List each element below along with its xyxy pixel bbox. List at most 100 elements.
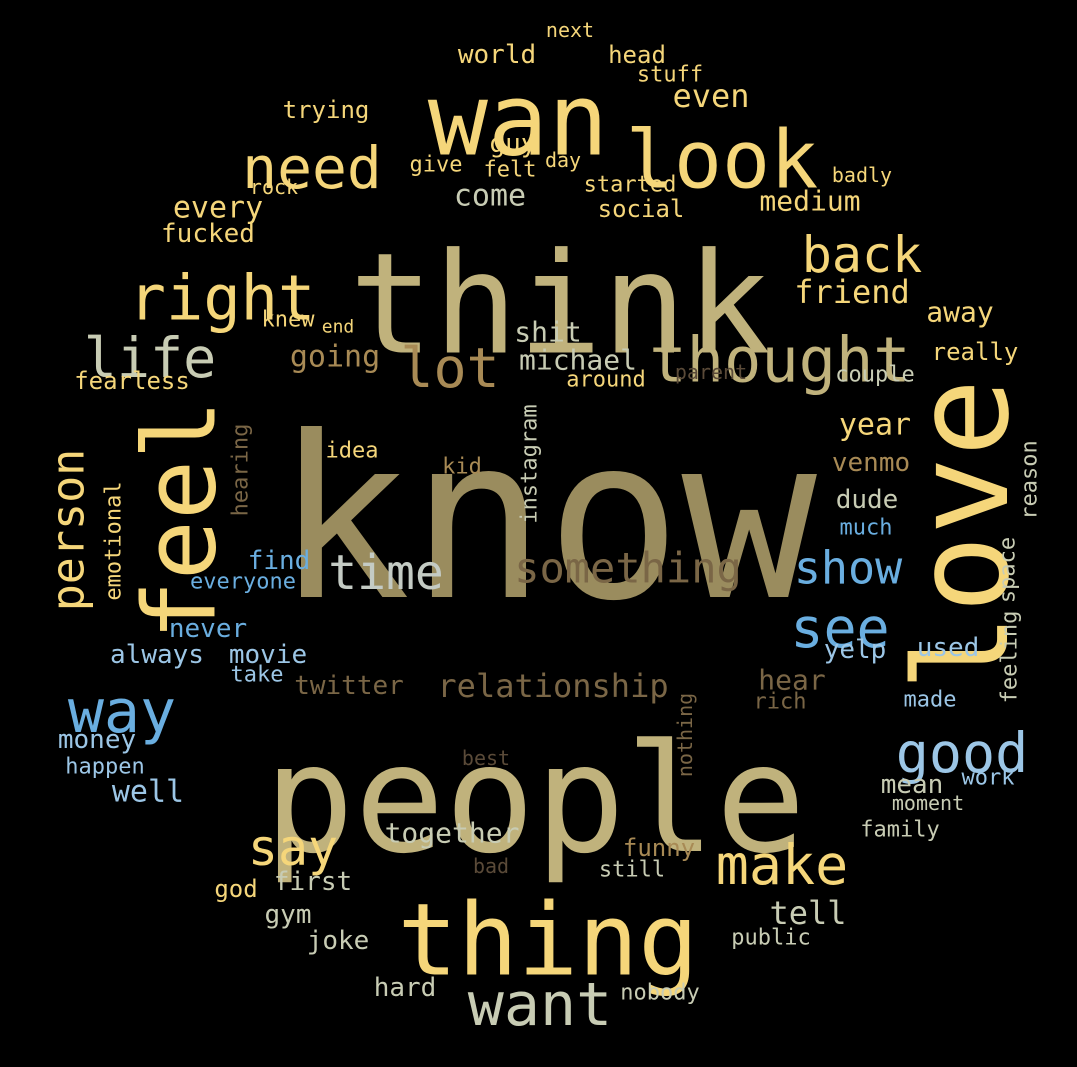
word-year: year — [839, 408, 911, 443]
word-tell: tell — [769, 894, 846, 932]
word-people: people — [264, 713, 806, 887]
word-funny: funny — [623, 834, 695, 862]
word-fearless: fearless — [74, 367, 190, 395]
word-see: see — [790, 596, 889, 660]
word-family: family — [860, 818, 939, 843]
word-always: always — [110, 640, 204, 670]
word-venmo: venmo — [832, 448, 910, 478]
word-think: think — [349, 224, 770, 387]
word-best: best — [462, 746, 510, 770]
word-knew: knew — [262, 308, 316, 333]
word-shit: shit — [514, 316, 581, 349]
word-right: right — [129, 262, 316, 335]
word-say: say — [248, 819, 338, 877]
word-next: next — [546, 18, 594, 42]
word-space: space — [996, 537, 1021, 603]
word-make: make — [716, 833, 848, 897]
word-world: world — [458, 40, 536, 70]
word-want: want — [468, 970, 613, 1040]
word-much: much — [840, 516, 893, 541]
word-yelp: yelp — [824, 635, 887, 665]
word-well: well — [112, 775, 184, 810]
word-guy: guy — [490, 129, 537, 159]
word-instagram: instagram — [518, 404, 543, 523]
word-wan: wan — [428, 62, 609, 179]
word-michael: michael — [519, 344, 637, 377]
word-hard: hard — [374, 973, 437, 1003]
word-even: even — [672, 77, 749, 115]
word-badly: badly — [832, 163, 892, 187]
word-nothing: nothing — [673, 693, 697, 777]
word-social: social — [598, 195, 685, 223]
word-happen: happen — [65, 755, 144, 780]
word-money: money — [58, 725, 136, 755]
word-fucked: fucked — [161, 219, 255, 249]
word-friend: friend — [794, 273, 910, 311]
word-lot: lot — [400, 336, 499, 400]
word-god: god — [214, 875, 257, 903]
word-every: every — [173, 191, 263, 226]
word-rich: rich — [754, 690, 807, 715]
word-hearing: hearing — [229, 424, 254, 517]
word-end: end — [322, 317, 355, 338]
word-nobody: nobody — [620, 981, 699, 1006]
word-back: back — [802, 226, 922, 284]
word-made: made — [904, 688, 957, 713]
word-joke: joke — [307, 926, 370, 956]
word-work: work — [962, 766, 1015, 791]
word-something: something — [514, 544, 742, 593]
word-way: way — [68, 677, 176, 747]
word-group: know people think love thing wan feel look thoug… — [42, 18, 1043, 1040]
word-need: need — [242, 134, 382, 202]
word-medium: medium — [759, 185, 860, 218]
word-thing: thing — [397, 882, 698, 999]
word-person: person — [42, 449, 95, 612]
word-hear: hear — [758, 664, 825, 697]
word-away: away — [926, 296, 993, 329]
word-moment: moment — [892, 791, 964, 815]
word-dude: dude — [836, 485, 899, 515]
word-idea: idea — [326, 439, 379, 464]
word-give: give — [410, 153, 463, 178]
word-come: come — [454, 179, 526, 214]
word-bad: bad — [473, 854, 509, 878]
word-stuff: stuff — [637, 63, 703, 88]
word-gym: gym — [265, 900, 312, 930]
word-still: still — [599, 858, 665, 883]
word-rock: rock — [250, 175, 298, 199]
word-day: day — [545, 148, 581, 172]
word-started: started — [584, 173, 677, 198]
word-take: take — [231, 663, 284, 688]
word-felt: felt — [484, 158, 537, 183]
word-relationship: relationship — [437, 667, 668, 705]
word-life: life — [84, 326, 216, 390]
word-mean: mean — [881, 770, 944, 800]
word-show: show — [794, 542, 903, 595]
word-kid: kid — [442, 455, 482, 480]
word-emotional: emotional — [102, 481, 127, 600]
word-first: first — [274, 867, 352, 897]
word-around: around — [566, 368, 645, 393]
word-never: never — [169, 614, 247, 644]
word-find: find — [248, 546, 311, 576]
word-together: together — [385, 817, 520, 850]
word-couple: couple — [835, 363, 914, 388]
word-really: really — [932, 338, 1019, 366]
word-reason: reason — [1018, 440, 1043, 519]
word-public: public — [731, 926, 810, 951]
word-going: going — [290, 340, 380, 375]
word-time: time — [328, 545, 444, 601]
word-feel: feel — [122, 400, 239, 641]
word-movie: movie — [229, 640, 307, 670]
word-everyone: everyone — [190, 570, 296, 595]
word-thought: thought — [649, 324, 910, 397]
word-parent: parent — [675, 360, 747, 384]
word-twitter: twitter — [294, 671, 404, 701]
word-love: love — [886, 378, 1038, 691]
word-know: know — [275, 389, 817, 651]
word-used: used — [917, 633, 980, 663]
word-look: look — [626, 114, 819, 207]
word-feeling: feeling — [998, 611, 1023, 704]
